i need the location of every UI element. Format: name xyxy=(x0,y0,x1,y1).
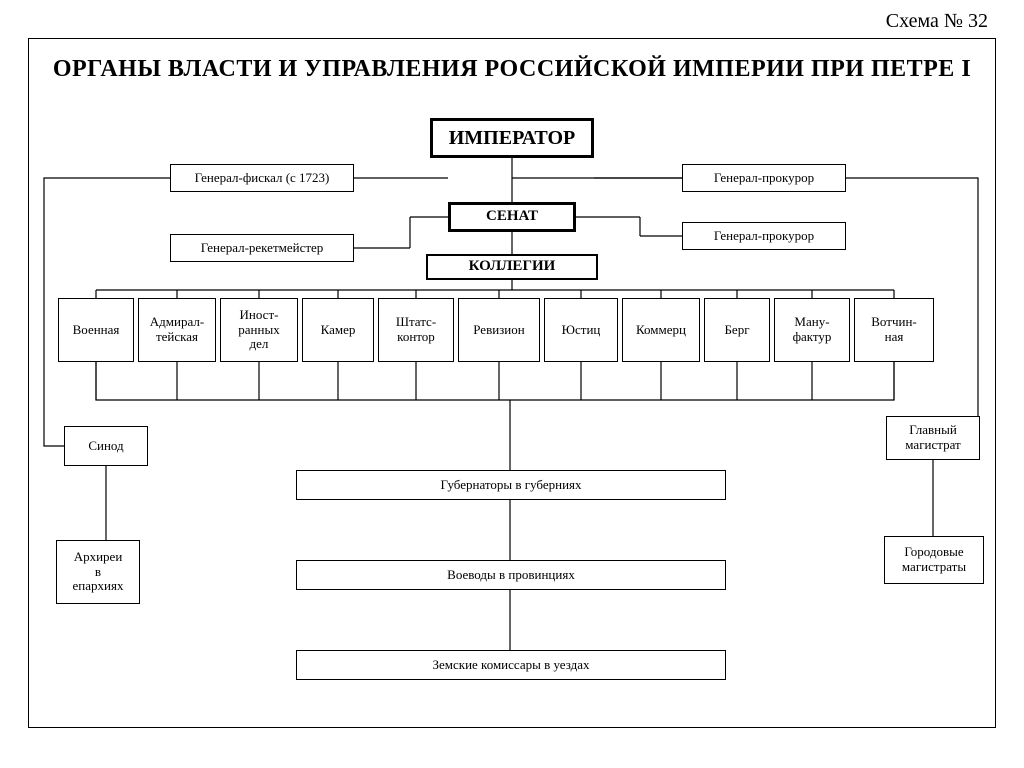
node-coll4: Камер xyxy=(302,298,374,362)
node-senate: СЕНАТ xyxy=(448,202,576,232)
node-coll7: Юстиц xyxy=(544,298,618,362)
node-collegia: КОЛЛЕГИИ xyxy=(426,254,598,280)
node-glavMag: Главный магистрат xyxy=(886,416,980,460)
node-zemsk: Земские комиссары в уездах xyxy=(296,650,726,680)
node-coll3: Иност- ранных дел xyxy=(220,298,298,362)
node-emperor: ИМПЕРАТОР xyxy=(430,118,594,158)
node-voevod: Воеводы в провинциях xyxy=(296,560,726,590)
node-genFiskal: Генерал-фискал (с 1723) xyxy=(170,164,354,192)
node-genProk1: Генерал-прокурор xyxy=(682,164,846,192)
node-coll9: Берг xyxy=(704,298,770,362)
node-genReket: Генерал-рекетмейстер xyxy=(170,234,354,262)
node-coll11: Вотчин- ная xyxy=(854,298,934,362)
node-coll10: Ману- фактур xyxy=(774,298,850,362)
node-gubern: Губернаторы в губерниях xyxy=(296,470,726,500)
node-coll2: Адмирал- тейская xyxy=(138,298,216,362)
node-coll8: Коммерц xyxy=(622,298,700,362)
scheme-number: Схема № 32 xyxy=(886,10,988,33)
node-gorodMag: Городовые магистраты xyxy=(884,536,984,584)
node-archier: Архиреи в епархиях xyxy=(56,540,140,604)
node-genProk2: Генерал-прокурор xyxy=(682,222,846,250)
diagram-title: ОРГАНЫ ВЛАСТИ И УПРАВЛЕНИЯ РОССИЙСКОЙ ИМ… xyxy=(0,56,1024,83)
node-coll1: Военная xyxy=(58,298,134,362)
node-sinod: Синод xyxy=(64,426,148,466)
node-coll6: Ревизион xyxy=(458,298,540,362)
node-coll5: Штатс- контор xyxy=(378,298,454,362)
